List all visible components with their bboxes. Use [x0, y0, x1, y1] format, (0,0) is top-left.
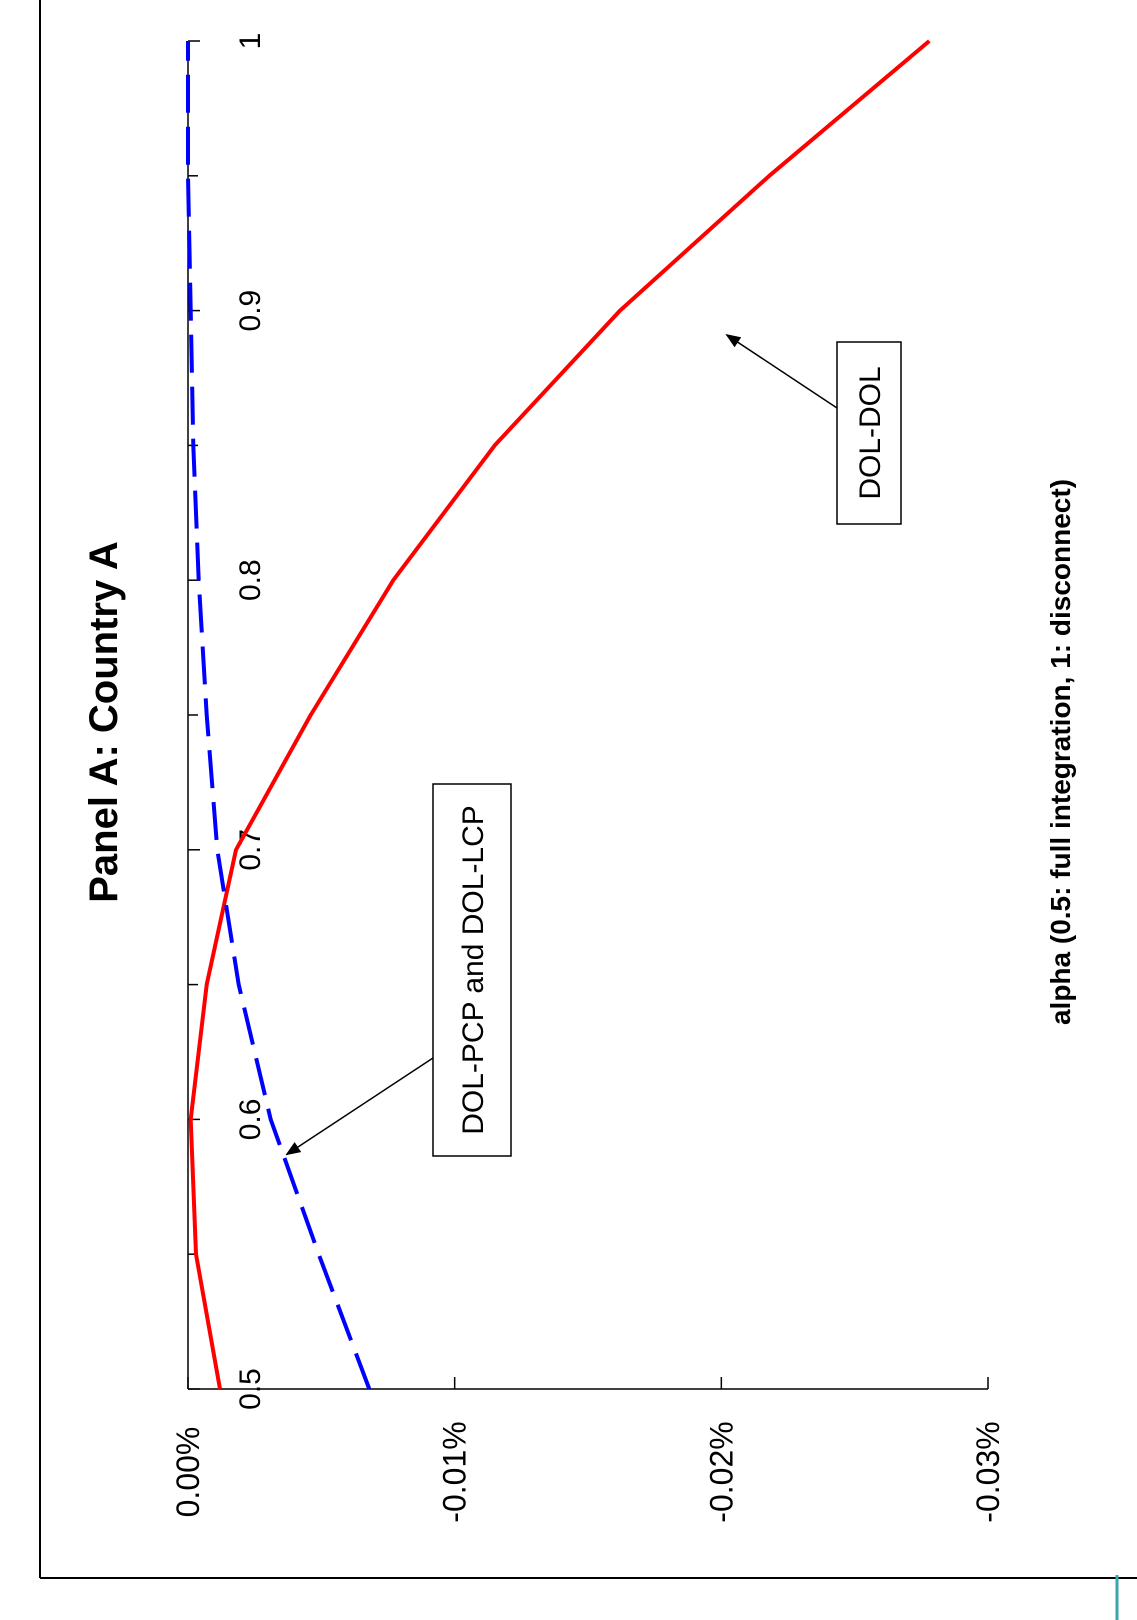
x-axis-label: alpha (0.5: full integration, 1: disconn… — [1045, 479, 1076, 1025]
x-tick-label: 1 — [234, 33, 267, 50]
annotation-layer: DOL-PCP and DOL-LCP DOL-DOL — [285, 334, 902, 1157]
annotation-box — [836, 341, 902, 525]
series-line-solid — [188, 39, 931, 1390]
y-tick-label: -0.01% — [437, 1421, 473, 1522]
x-tick-label: 0.6 — [234, 1099, 267, 1141]
x-axis-label-group: alpha (0.5: full integration, 1: disconn… — [1045, 479, 1076, 1025]
annotation: DOL-DOL — [725, 334, 902, 525]
annotation-arrow — [725, 334, 838, 409]
series-line-dashed — [186, 41, 372, 1390]
x-tick-label: 0.9 — [234, 290, 267, 332]
series-layer — [186, 39, 931, 1390]
x-tick-label: 0.5 — [234, 1368, 267, 1410]
annotation-label: DOL-DOL — [854, 366, 887, 499]
chart-title: Panel A: Country A — [82, 541, 126, 903]
y-tick-label: -0.02% — [703, 1421, 739, 1522]
y-tick-label: 0.00% — [170, 1427, 206, 1518]
annotation-arrow — [285, 1057, 434, 1156]
annotation-box — [432, 783, 512, 1157]
axes: 0.5 0.6 0.7 0.8 0.9 1 0.00% -0.01% -0.02% -0.03% — [170, 33, 1006, 1523]
page-frame — [39, 0, 1137, 1620]
y-tick-label: -0.03% — [970, 1421, 1006, 1522]
x-tick-label: 0.8 — [234, 559, 267, 601]
annotation-label: DOL-PCP and DOL-LCP — [457, 805, 490, 1135]
title-group: Panel A: Country A — [82, 541, 126, 903]
annotation: DOL-PCP and DOL-LCP — [285, 783, 512, 1157]
x-tick-label: 0.7 — [234, 829, 267, 871]
